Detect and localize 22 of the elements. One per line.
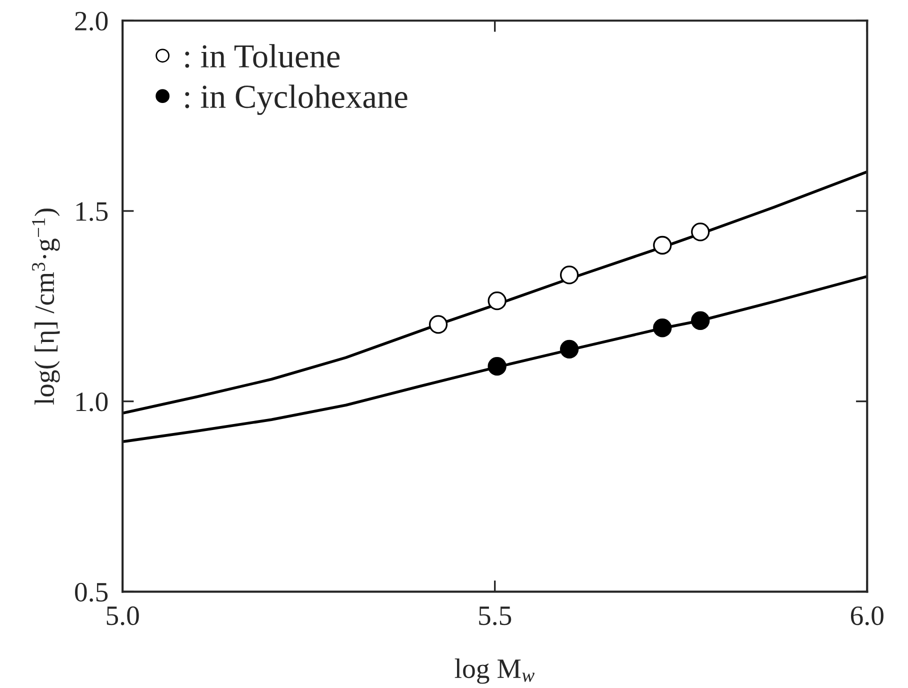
y-tick-label: 2.0	[75, 12, 108, 31]
x-tick-label: 5.5	[479, 606, 512, 626]
point	[560, 266, 579, 284]
x-axis-title: log M$_{w}$	[454, 658, 534, 684]
line-series	[122, 275, 868, 444]
point	[653, 318, 672, 338]
y-tick-label: 0.5	[75, 582, 108, 602]
legend-label: : in Toluene	[185, 44, 340, 68]
line-series	[122, 170, 868, 415]
point	[691, 311, 710, 330]
point	[488, 291, 506, 310]
x-tick-label: 6.0	[850, 606, 884, 626]
y-axis-title: log( [η] /cm$^{3}$·g$^{−1}$)	[32, 208, 60, 405]
point	[653, 236, 672, 255]
point	[691, 222, 710, 242]
x-tick-label: 5.0	[106, 606, 139, 626]
y-tick-label: 1.5	[76, 202, 108, 222]
point	[428, 315, 448, 334]
legend-label: : in Cyclohexane	[185, 84, 408, 115]
point	[560, 340, 579, 359]
point	[488, 356, 506, 376]
y-tick-label: 1.0	[76, 392, 108, 412]
